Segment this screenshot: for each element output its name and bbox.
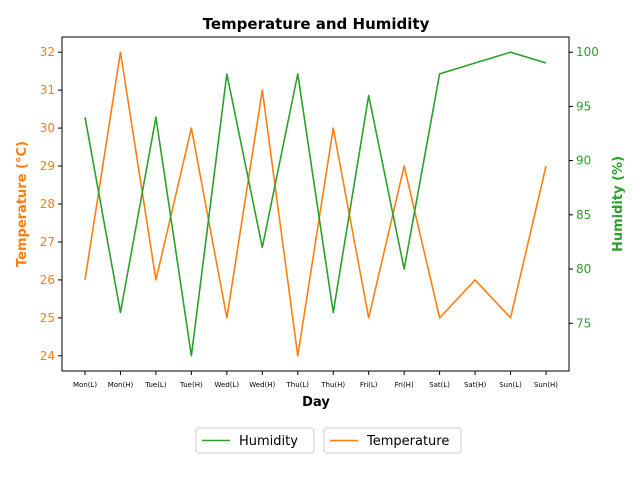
x-tick-label: Sun(H) — [534, 381, 558, 389]
x-axis: Mon(L) Mon(H) Tue(L) Tue(H) Wed(L) Wed(H) Thu(… — [73, 371, 558, 389]
x-tick-label: Tue(L) — [144, 381, 167, 389]
legend: Humidity Temperature — [195, 427, 462, 454]
chart-title: Temperature and Humidity — [203, 15, 430, 33]
y-right-tick-label: 80 — [576, 262, 591, 276]
series-layer — [84, 51, 547, 357]
y-right-tick-label: 75 — [576, 316, 591, 330]
y-left-tick-label: 30 — [40, 121, 55, 135]
x-axis-title: Day — [302, 395, 330, 410]
right-axis: 75 80 85 90 95 100 — [569, 45, 599, 330]
x-tick-label: Sat(H) — [464, 381, 486, 389]
y-left-tick-label: 26 — [40, 273, 55, 287]
x-tick-label: Tue(H) — [179, 381, 203, 389]
x-tick-label: Thu(L) — [286, 381, 310, 389]
legend-label: Humidity — [239, 434, 298, 449]
y-right-tick-label: 90 — [576, 154, 591, 168]
x-tick-label: Fri(L) — [360, 381, 378, 389]
y-left-tick-label: 27 — [40, 235, 55, 249]
legend-item-temperature: Temperature — [323, 427, 462, 454]
y-right-tick-label: 95 — [576, 99, 591, 113]
y-right-tick-label: 100 — [576, 45, 599, 59]
x-tick-label: Wed(L) — [215, 381, 240, 389]
plot-area — [61, 36, 570, 372]
y-left-tick-label: 31 — [40, 83, 55, 97]
left-axis: 24 25 26 27 28 29 30 31 32 — [40, 45, 62, 363]
legend-box — [323, 427, 462, 454]
y-left-tick-label: 25 — [40, 311, 55, 325]
y-axis-right-title: Humidity (%) — [611, 156, 626, 252]
legend-box — [195, 427, 315, 454]
x-tick-label: Mon(L) — [73, 381, 97, 389]
y-axis-left-title: Temperature (°C) — [15, 141, 30, 267]
x-tick-label: Fri(H) — [395, 381, 414, 389]
legend-label: Temperature — [366, 434, 449, 449]
y-left-tick-label: 29 — [40, 159, 55, 173]
y-left-tick-label: 32 — [40, 45, 55, 59]
legend-item-humidity: Humidity — [195, 427, 315, 454]
y-right-tick-label: 85 — [576, 208, 591, 222]
x-tick-label: Sat(L) — [429, 381, 450, 389]
y-left-tick-label: 24 — [40, 349, 55, 363]
y-left-tick-label: 28 — [40, 197, 55, 211]
x-tick-label: Sun(L) — [499, 381, 522, 389]
x-tick-label: Wed(H) — [249, 381, 275, 389]
series-line-humidity — [84, 51, 547, 357]
series-line-temperature — [84, 51, 547, 357]
x-tick-label: Mon(H) — [108, 381, 134, 389]
x-tick-label: Thu(H) — [320, 381, 345, 389]
